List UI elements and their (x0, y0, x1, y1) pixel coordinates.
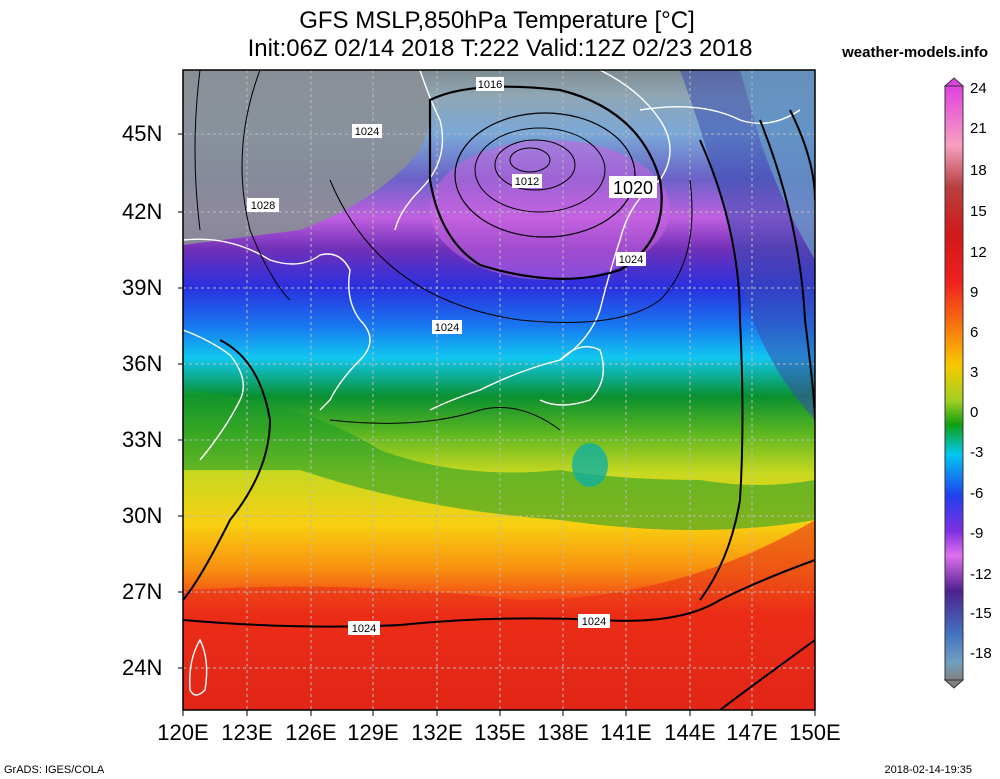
lon-label: 120E (157, 720, 209, 745)
lat-label: 30N (122, 503, 163, 528)
lat-label: 39N (122, 275, 163, 300)
chart-title: GFS MSLP,850hPa Temperature [°C] (299, 7, 695, 34)
lon-label: 138E (537, 720, 589, 745)
svg-text:1028: 1028 (251, 200, 275, 212)
isobars (183, 70, 815, 710)
lat-label: 42N (122, 199, 163, 224)
lon-label: 144E (664, 720, 716, 745)
lon-label: 123E (221, 720, 273, 745)
footer-credit: GrADS: IGES/COLA (4, 764, 105, 776)
svg-text:1024: 1024 (582, 616, 606, 628)
lat-label: 33N (122, 427, 163, 452)
svg-text:1012: 1012 (515, 176, 539, 188)
colorbar-label: 18 (970, 162, 987, 179)
isobar-label: 1024 (432, 320, 462, 334)
isobar-label: 1016 (476, 77, 504, 91)
svg-text:1016: 1016 (478, 79, 502, 91)
source-credit: weather-models.info (842, 44, 988, 61)
lon-label: 126E (285, 720, 337, 745)
isobar-label: 1024 (352, 124, 382, 138)
lon-label: 147E (726, 720, 778, 745)
graticule (183, 70, 815, 710)
isobar-label: 1028 (247, 198, 279, 212)
colorbar-label: -6 (970, 485, 984, 502)
colorbar-label: 24 (970, 80, 987, 97)
lon-label: 135E (474, 720, 526, 745)
colorbar-label: 0 (970, 404, 979, 421)
lat-label: 36N (122, 351, 163, 376)
svg-text:1024: 1024 (619, 254, 643, 266)
colorbar-label: 9 (970, 284, 979, 301)
colorbar-label: -12 (970, 566, 992, 583)
lat-label: 27N (122, 579, 163, 604)
coastlines (183, 70, 801, 696)
svg-text:1024: 1024 (352, 623, 376, 635)
isobar-label: 1024 (578, 614, 610, 628)
svg-text:1024: 1024 (435, 322, 459, 334)
colorbar-label: 15 (970, 203, 987, 220)
colorbar-label: 6 (970, 324, 979, 341)
chart-subtitle: Init:06Z 02/14 2018 T:222 Valid:12Z 02/2… (247, 35, 753, 62)
colorbar-label: -18 (970, 645, 992, 662)
isobar-label: 1024 (348, 621, 380, 635)
lon-label: 150E (789, 720, 841, 745)
isobar-labels: 1016 1024 1012 1020 1028 1024 1024 1024 (247, 77, 657, 635)
colorbar (943, 77, 965, 689)
footer-timestamp: 2018-02-14-19:35 (884, 764, 972, 776)
axis-ticks (178, 133, 816, 716)
isobar-label: 1012 (512, 174, 542, 188)
isobar-label: 1020 (609, 176, 657, 198)
map-frame (182, 69, 816, 711)
colorbar-label: -9 (970, 525, 984, 542)
lat-label: 45N (122, 121, 163, 146)
isobar-label: 1024 (616, 252, 646, 266)
lon-label: 129E (347, 720, 399, 745)
colorbar-label: 3 (970, 364, 979, 381)
colorbar-label: 21 (970, 120, 987, 137)
svg-text:1024: 1024 (355, 126, 379, 138)
colorbar-label: -15 (970, 605, 992, 622)
colorbar-label: -3 (970, 444, 984, 461)
lon-label: 132E (411, 720, 463, 745)
lon-label: 141E (600, 720, 652, 745)
colorbar-label: 12 (970, 244, 987, 261)
svg-text:1020: 1020 (613, 178, 653, 198)
temperature-field (183, 70, 815, 710)
lat-label: 24N (122, 655, 163, 680)
